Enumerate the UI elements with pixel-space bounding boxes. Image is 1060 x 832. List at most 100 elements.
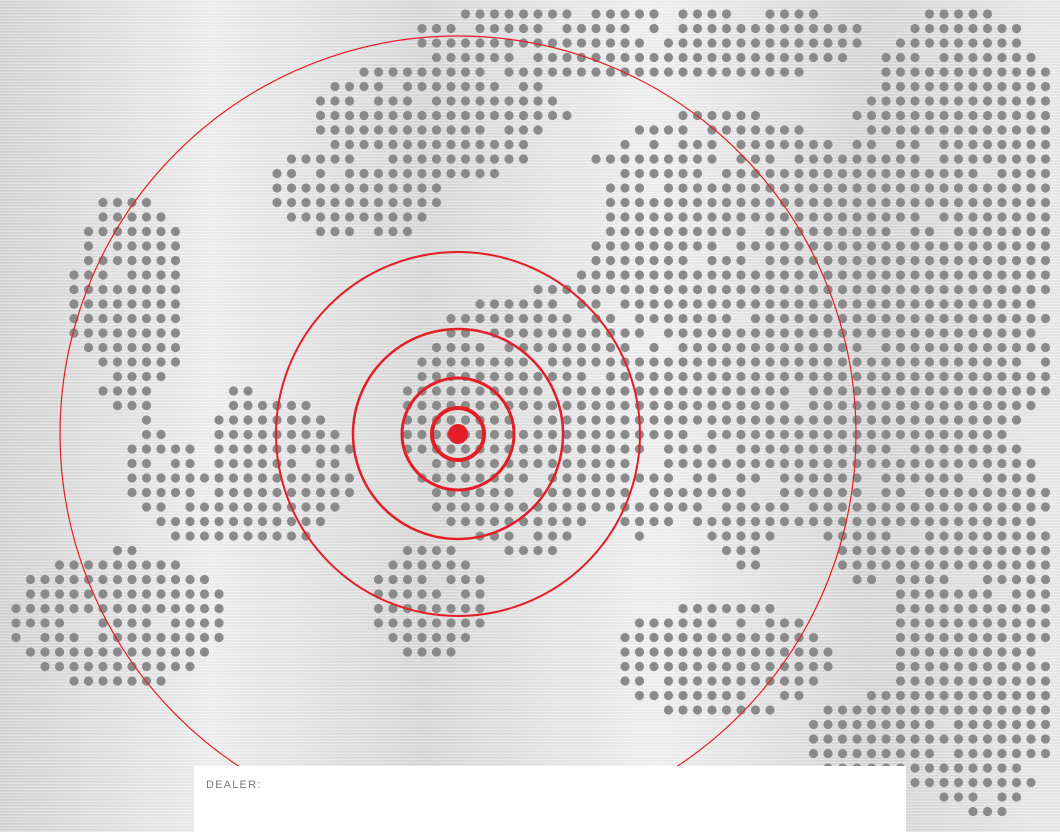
map-dot <box>591 23 601 34</box>
map-dot <box>953 400 964 411</box>
map-dot <box>1040 386 1051 396</box>
map-dot <box>402 139 413 150</box>
map-dot <box>460 313 471 324</box>
map-dot <box>649 212 659 222</box>
map-dot <box>489 502 500 512</box>
map-dot <box>373 96 384 106</box>
map-dot <box>533 386 543 396</box>
map-dot <box>924 96 935 106</box>
map-dot <box>475 154 485 164</box>
map-dot <box>446 125 456 135</box>
map-dot <box>881 516 891 527</box>
map-dot <box>939 545 949 556</box>
map-dot <box>141 574 152 585</box>
map-dot <box>54 661 65 672</box>
map-dot <box>678 183 688 193</box>
map-dot <box>939 212 949 222</box>
map-dot <box>1040 357 1051 367</box>
map-dot <box>866 299 877 309</box>
map-dot <box>881 719 891 730</box>
map-dot <box>837 386 848 396</box>
map-dot <box>939 9 949 19</box>
map-dot <box>881 545 891 556</box>
map-dot <box>446 23 456 34</box>
map-dot <box>243 458 253 469</box>
map-dot <box>852 415 862 425</box>
map-dot <box>968 632 978 643</box>
map-dot <box>794 415 804 425</box>
map-dot <box>402 618 413 628</box>
map-dot <box>634 676 645 686</box>
map-dot <box>982 560 993 570</box>
map-dot <box>489 154 500 164</box>
dealer-value <box>206 799 906 815</box>
map-dot <box>924 313 935 324</box>
map-dot <box>997 487 1007 498</box>
map-dot <box>910 777 920 788</box>
map-dot <box>736 603 746 614</box>
map-dot <box>939 792 949 802</box>
map-dot <box>910 705 920 715</box>
map-dot <box>1040 284 1051 295</box>
map-dot <box>605 342 616 353</box>
map-dot <box>895 357 906 367</box>
map-dot <box>562 328 572 338</box>
map-dot <box>765 270 775 280</box>
map-dot <box>402 647 413 657</box>
map-dot <box>678 502 688 512</box>
map-dot <box>997 502 1007 512</box>
map-dot <box>721 429 732 440</box>
map-dot <box>170 618 181 628</box>
map-dot <box>924 676 935 686</box>
map-dot <box>1040 154 1051 164</box>
map-dot <box>736 168 746 179</box>
map-dot <box>1026 676 1036 686</box>
map-dot <box>547 357 558 367</box>
map-dot <box>547 67 558 77</box>
map-dot <box>634 371 645 382</box>
map-dot <box>315 473 326 483</box>
map-dot <box>518 96 529 106</box>
map-dot <box>794 690 804 701</box>
map-dot <box>156 632 166 643</box>
map-dot <box>910 618 920 628</box>
map-dot <box>344 125 355 135</box>
map-dot <box>750 139 761 150</box>
map-dot <box>997 270 1007 280</box>
map-dot <box>591 9 601 19</box>
map-dot <box>866 444 877 454</box>
map-dot <box>1026 299 1036 309</box>
map-dot <box>953 502 964 512</box>
map-dot <box>373 197 384 208</box>
map-dot <box>243 531 253 541</box>
map-dot <box>214 589 224 599</box>
map-dot <box>1040 96 1051 106</box>
map-dot <box>707 618 717 628</box>
radius-rings <box>59 35 857 832</box>
map-dot <box>533 110 543 121</box>
map-dot <box>750 38 761 48</box>
map-dot <box>692 705 703 715</box>
map-dot <box>982 574 993 585</box>
map-dot <box>881 226 891 237</box>
map-dot <box>431 400 442 411</box>
map-dot <box>214 415 224 425</box>
map-dot <box>678 154 688 164</box>
map-dot <box>475 9 485 19</box>
map-dot <box>939 516 949 527</box>
map-dot <box>968 81 978 92</box>
map-dot <box>866 139 877 150</box>
map-dot <box>765 502 775 512</box>
map-dot <box>634 473 645 483</box>
map-dot <box>823 299 833 309</box>
map-dot <box>1011 183 1022 193</box>
map-dot <box>156 357 166 367</box>
map-dot <box>112 603 123 614</box>
map-dot <box>1026 81 1036 92</box>
map-dot <box>649 400 659 411</box>
map-dot <box>692 168 703 179</box>
map-dot <box>765 386 775 396</box>
map-dot <box>1026 647 1036 657</box>
map-dot <box>127 270 137 280</box>
